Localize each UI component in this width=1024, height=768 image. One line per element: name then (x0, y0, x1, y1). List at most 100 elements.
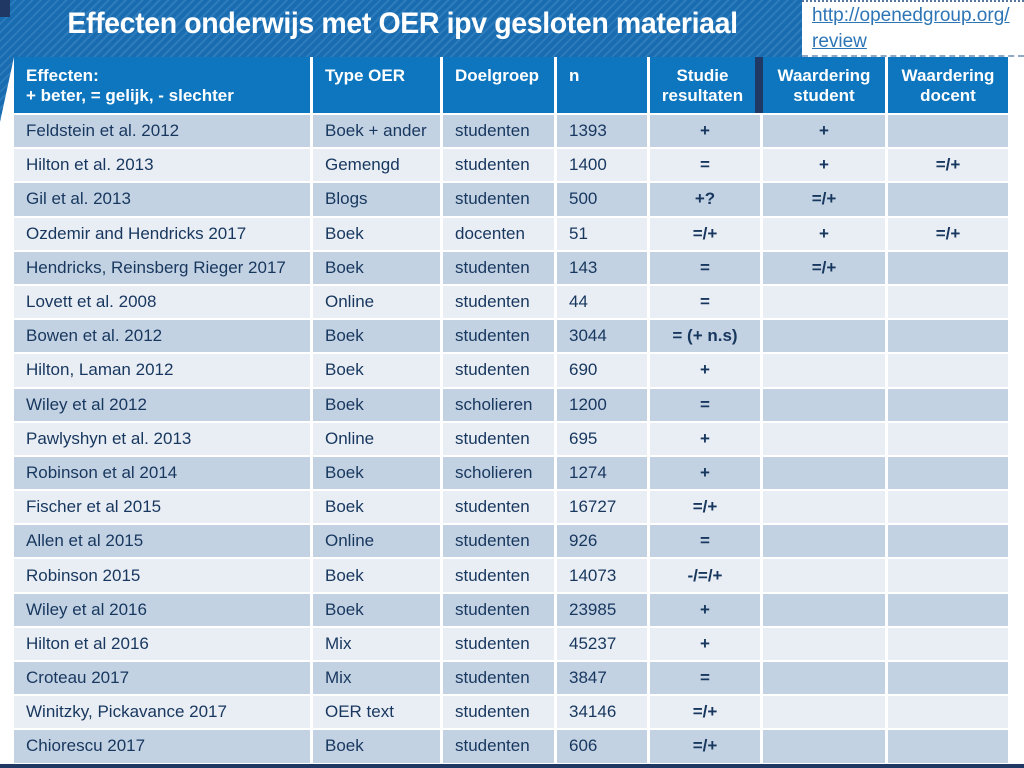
cell-studie-resultaten: + (650, 115, 763, 148)
corner-accent-top-left (0, 0, 10, 17)
cell-waardering-student (763, 491, 888, 524)
cell-study: Hilton et al. 2013 (14, 149, 313, 182)
cell-waardering-docent (888, 525, 1008, 557)
cell-doelgroep: studenten (443, 149, 557, 182)
cell-type-oer: Boek (313, 593, 443, 626)
table-row: Hilton, Laman 2012 Boek studenten 690 + (14, 354, 1008, 389)
header-waardering-docent: Waardering docent (901, 66, 995, 105)
cell-waardering-docent (888, 115, 1008, 147)
cell-doelgroep: studenten (443, 593, 557, 626)
cell-studie-resultaten: = (650, 388, 763, 421)
cell-doelgroep: studenten (443, 422, 557, 455)
cell-studie-resultaten: +? (650, 183, 763, 216)
cell-study: Chiorescu 2017 (14, 730, 313, 763)
cell-n: 500 (557, 183, 650, 216)
openedgroup-link[interactable]: http://openedgroup.org/ review (812, 3, 1024, 55)
cell-studie-resultaten: =/+ (650, 730, 763, 763)
cell-n: 51 (557, 217, 650, 250)
cell-waardering-student: =/+ (763, 251, 888, 284)
cell-doelgroep: studenten (443, 696, 557, 729)
cell-waardering-student: + (763, 149, 888, 182)
cell-study: Hilton, Laman 2012 (14, 354, 313, 387)
table-row: Allen et al 2015 Online studenten 926 = (14, 525, 1008, 560)
cell-study: Allen et al 2015 (14, 525, 313, 558)
cell-studie-resultaten: =/+ (650, 696, 763, 729)
cell-doelgroep: studenten (443, 491, 557, 524)
cell-doelgroep: scholieren (443, 388, 557, 421)
cell-studie-resultaten: -/=/+ (650, 559, 763, 592)
link-line-2: review (812, 31, 867, 52)
cell-type-oer: Boek (313, 559, 443, 592)
cell-type-oer: Mix (313, 627, 443, 660)
cell-waardering-docent (888, 559, 1008, 591)
cell-waardering-docent: =/+ (935, 223, 961, 243)
table-row: Wiley et al 2012 Boek scholieren 1200 = (14, 388, 1008, 423)
table-row: Ozdemir and Hendricks 2017 Boek docenten 51… (14, 217, 1008, 252)
cell-studie-resultaten: = (650, 251, 763, 284)
cell-waardering-docent (888, 628, 1008, 660)
cell-study: Robinson 2015 (14, 559, 313, 592)
table-row: Pawlyshyn et al. 2013 Online studenten 695 + (14, 422, 1008, 457)
cell-type-oer: Boek (313, 388, 443, 421)
cell-doelgroep: studenten (443, 627, 557, 660)
cell-n: 1274 (557, 456, 650, 490)
table-row: Bowen et al. 2012 Boek studenten 3044 = (+ n… (14, 320, 1008, 355)
cell-type-oer: Boek (313, 730, 443, 763)
cell-doelgroep: studenten (443, 354, 557, 387)
cell-study: Fischer et al 2015 (14, 491, 313, 524)
cell-waardering-docent (888, 252, 1008, 284)
cell-studie-resultaten: =/+ (650, 491, 763, 524)
cell-type-oer: Online (313, 525, 443, 558)
cell-waardering-docent (888, 662, 1008, 694)
header-waardering-student: Waardering student (763, 57, 888, 113)
cell-n: 14073 (557, 559, 650, 592)
table-row: Gil et al. 2013 Blogs studenten 500 +? =/+ (14, 183, 1008, 218)
cell-waardering-student (763, 662, 888, 695)
cell-study: Croteau 2017 (14, 662, 313, 695)
cell-study: Feldstein et al. 2012 (14, 115, 313, 148)
cell-waardering-docent (888, 696, 1008, 728)
cell-doelgroep: studenten (443, 183, 557, 216)
cell-waardering-docent (888, 423, 1008, 455)
table-body: Feldstein et al. 2012 Boek + ander student… (14, 115, 1008, 765)
cell-n: 23985 (557, 593, 650, 626)
cell-type-oer: Gemengd (313, 149, 443, 182)
cell-waardering-student: =/+ (763, 183, 888, 216)
cell-study: Pawlyshyn et al. 2013 (14, 422, 313, 455)
cell-waardering-docent (888, 594, 1008, 626)
cell-waardering-docent (888, 730, 1008, 762)
header-doelgroep: Doelgroep (443, 57, 557, 113)
cell-waardering-student (763, 559, 888, 592)
cell-study: Wiley et al 2012 (14, 388, 313, 421)
table-row: Hilton et al. 2013 Gemengd studenten 1400 = +… (14, 149, 1008, 184)
cell-study: Gil et al. 2013 (14, 183, 313, 216)
cell-n: 34146 (557, 696, 650, 729)
cell-type-oer: Boek (313, 491, 443, 524)
cell-waardering-student (763, 320, 888, 353)
table-row: Hendricks, Reinsberg Rieger 2017 Boek stud… (14, 251, 1008, 286)
cell-waardering-student (763, 593, 888, 626)
cell-type-oer: Boek (313, 217, 443, 250)
cell-doelgroep: scholieren (443, 456, 557, 490)
cell-waardering-docent: =/+ (935, 155, 961, 175)
cell-type-oer: Online (313, 422, 443, 455)
cell-studie-resultaten: = (650, 285, 763, 319)
cell-waardering-docent (888, 354, 1008, 386)
table-row: Croteau 2017 Mix studenten 3847 = (14, 662, 1008, 697)
cell-n: 1400 (557, 149, 650, 182)
cell-waardering-student (763, 696, 888, 729)
cell-doelgroep: docenten (443, 217, 557, 250)
cell-studie-resultaten: + (650, 593, 763, 626)
table-row: Hilton et al 2016 Mix studenten 45237 + (14, 627, 1008, 662)
cell-doelgroep: studenten (443, 285, 557, 319)
cell-type-oer: Mix (313, 662, 443, 695)
cell-doelgroep: studenten (443, 662, 557, 695)
bottom-edge-strip (0, 764, 1024, 768)
cell-study: Hilton et al 2016 (14, 627, 313, 660)
cell-studie-resultaten: = (650, 149, 763, 182)
cell-study: Wiley et al 2016 (14, 593, 313, 626)
cell-studie-resultaten: + (650, 627, 763, 660)
cell-waardering-student (763, 456, 888, 490)
table-row: Wiley et al 2016 Boek studenten 23985 + (14, 593, 1008, 628)
table-row: Feldstein et al. 2012 Boek + ander student… (14, 115, 1008, 150)
